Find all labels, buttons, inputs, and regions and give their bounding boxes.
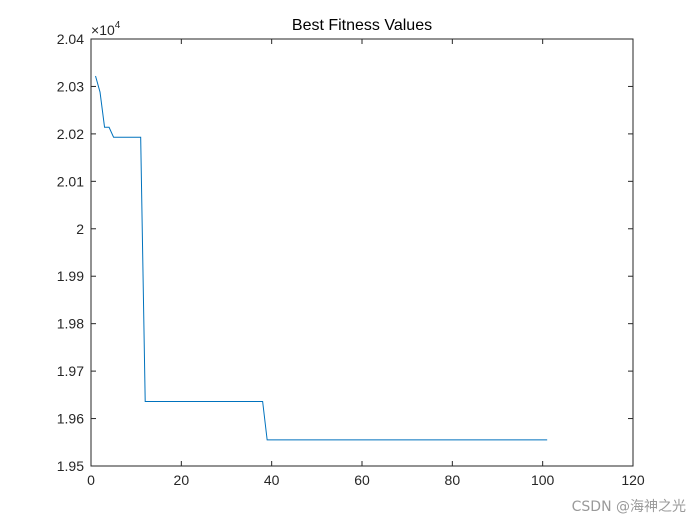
y-tick-label: 2.03 (57, 78, 84, 94)
y-tick-label: 1.97 (57, 363, 84, 379)
plot-frame (90, 38, 634, 467)
y-tick-label: 2.02 (57, 126, 84, 142)
x-tick-label: 80 (445, 472, 461, 488)
y-tick-label: 1.95 (57, 458, 84, 474)
y-tick-label: 1.98 (57, 316, 84, 332)
x-tick-label: 100 (531, 472, 555, 488)
x-tick-label: 120 (621, 472, 645, 488)
y-axis-multiplier: ×104 (91, 20, 121, 38)
y-tick-label: 2.04 (57, 31, 84, 47)
x-tick-label: 20 (174, 472, 190, 488)
tick-labels: 0 20 40 60 80 100 120 1.95 1.96 1.97 1.98 1.99 2 2.01… (57, 31, 645, 488)
y-tick-label: 1.99 (57, 268, 84, 284)
watermark: CSDN @海神之光 (571, 499, 686, 515)
y-tick-label: 2.01 (57, 173, 84, 189)
multiplier-base: 10 (99, 22, 115, 38)
x-tick-label: 0 (87, 472, 95, 488)
chart-title: Best Fitness Values (292, 17, 432, 34)
multiplier-times-sign: × (91, 22, 99, 38)
x-tick-label: 60 (354, 472, 370, 488)
y-tick-label: 2 (76, 221, 84, 237)
y-tick-label: 1.96 (57, 411, 84, 427)
multiplier-exponent: 4 (115, 20, 121, 31)
x-tick-label: 40 (264, 472, 280, 488)
series-line (95, 75, 548, 441)
